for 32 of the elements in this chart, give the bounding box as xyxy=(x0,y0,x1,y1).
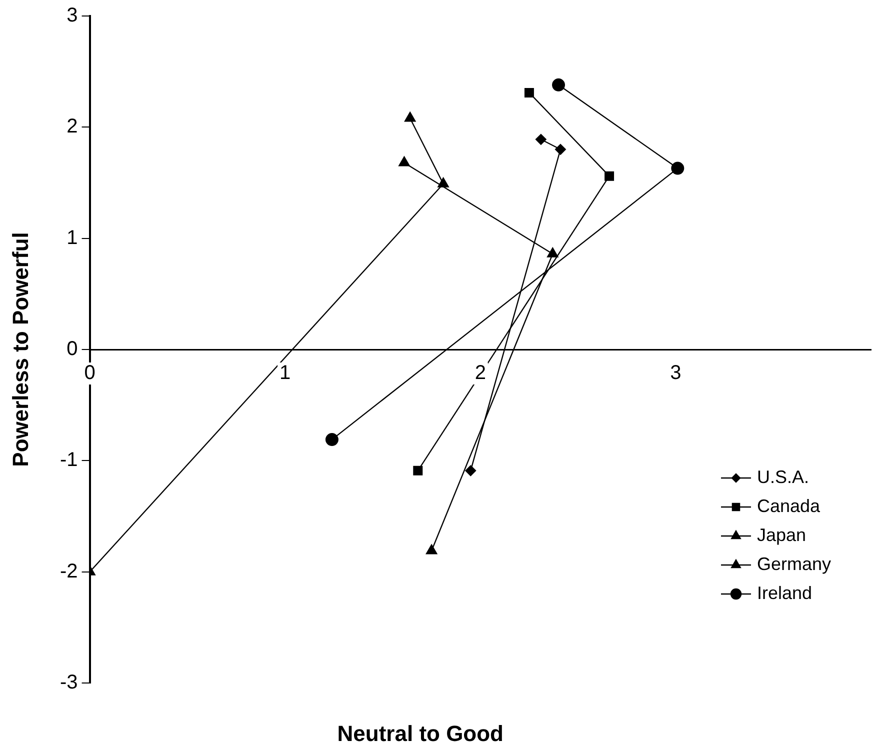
x-tick-label: 1 xyxy=(280,362,291,384)
legend-label: Canada xyxy=(757,496,822,516)
x-tick-label: 0 xyxy=(84,362,96,384)
point xyxy=(465,465,476,476)
y-tick-label: 3 xyxy=(66,4,78,27)
y-tick-label: -1 xyxy=(60,449,78,472)
y-axis-title: Powerless to Powerful xyxy=(8,232,34,467)
y-tick-label: 2 xyxy=(66,116,78,138)
point xyxy=(671,162,684,175)
y-tick-label: -2 xyxy=(60,560,78,582)
legend-label: Japan xyxy=(757,524,806,545)
point xyxy=(413,466,423,476)
point xyxy=(325,433,338,446)
point xyxy=(404,112,416,122)
point xyxy=(438,177,449,188)
point xyxy=(398,156,410,166)
legend-label: Germany xyxy=(757,554,832,574)
x-tick-label: 2 xyxy=(474,362,486,384)
point xyxy=(554,144,566,155)
point xyxy=(426,544,438,554)
x-tick-label: 3 xyxy=(670,362,682,384)
y-tick-label: 1 xyxy=(66,226,78,249)
point xyxy=(546,247,558,258)
y-tick-label: -3 xyxy=(60,672,78,694)
legend-label: Ireland xyxy=(757,582,812,603)
point xyxy=(524,88,534,98)
legend-label: U.S.A. xyxy=(757,466,810,487)
y-tick-label: 0 xyxy=(66,338,78,360)
point xyxy=(552,78,566,92)
x-axis-title: Neutral to Good xyxy=(337,721,504,746)
point xyxy=(535,134,546,145)
point xyxy=(604,171,614,181)
